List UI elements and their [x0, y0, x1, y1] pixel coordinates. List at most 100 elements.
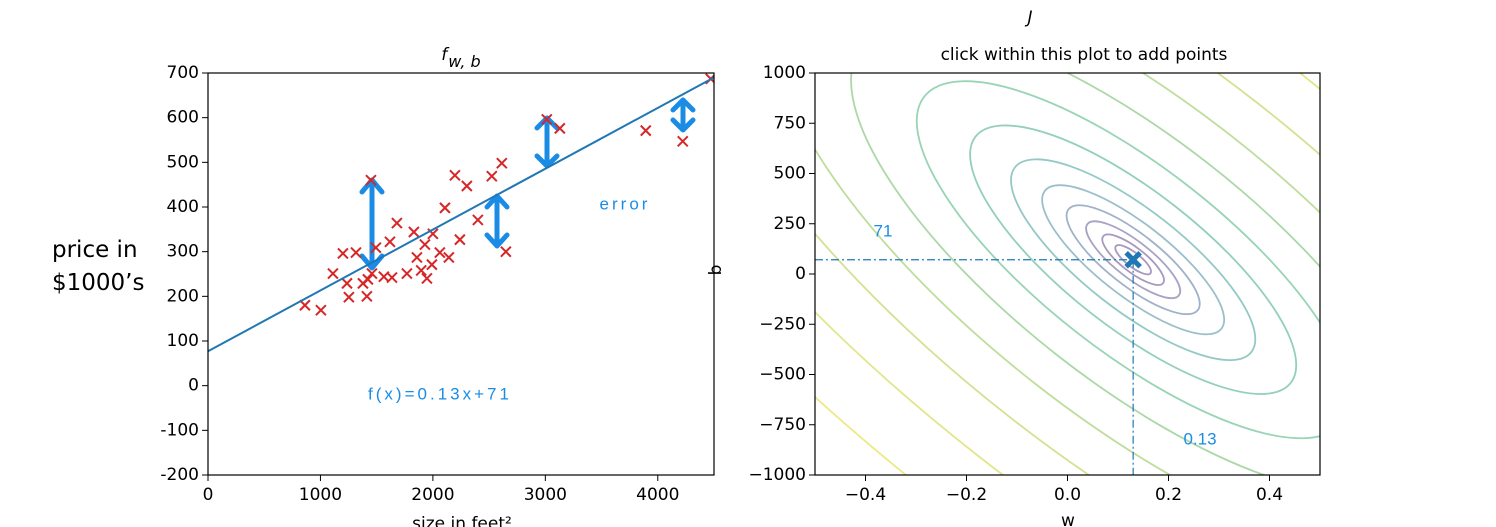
plot-area: [208, 73, 714, 353]
x-tick-label: 1000: [299, 485, 342, 505]
x-tick-label: 0.4: [1256, 485, 1283, 505]
handwritten-annotation: error: [600, 194, 651, 213]
error-arrow: [359, 177, 385, 271]
x-tick-label: 4000: [636, 485, 679, 505]
chart-subtitle: click within this plot to add points: [941, 45, 1228, 65]
data-point: [362, 273, 374, 286]
data-point: [677, 135, 689, 148]
plot-area: [815, 73, 1320, 475]
y-tick-label: 200: [167, 286, 199, 306]
data-point: [365, 174, 377, 186]
handwritten-annotation: 71: [874, 221, 893, 240]
x-tick-label: 0.0: [1054, 485, 1081, 505]
data-point: [299, 299, 311, 311]
handwritten-annotation: f(x)=0.13x+71: [368, 384, 512, 403]
x-tick-label: −0.4: [845, 485, 886, 505]
data-point: [500, 245, 512, 258]
contour-line: [915, 80, 1320, 440]
data-point: [454, 233, 466, 246]
contour-line: [815, 73, 1320, 475]
data-point: [408, 226, 420, 238]
data-point: [439, 202, 451, 214]
x-axis-label: size in feet²: [412, 514, 512, 527]
y-tick-label: 1000: [763, 63, 806, 83]
x-tick-label: 0.2: [1155, 485, 1182, 505]
y-axis-label: b: [706, 265, 726, 276]
data-point: [496, 157, 508, 169]
y-tick-label: 100: [167, 331, 199, 351]
data-point: [434, 246, 446, 259]
fit-line: [208, 76, 714, 353]
y-tick-label: −250: [759, 314, 806, 334]
data-point: [415, 264, 427, 277]
y-tick-label: 750: [774, 113, 806, 133]
contour-line: [1010, 158, 1257, 362]
y-axis-label: price in $1000’s: [52, 237, 145, 296]
data-point: [421, 272, 433, 285]
y-tick-label: 500: [167, 152, 199, 172]
x-axis-label: w: [1061, 511, 1075, 527]
data-point: [419, 238, 431, 251]
data-point: [486, 170, 498, 182]
data-point: [366, 267, 378, 280]
data-point: [443, 251, 455, 264]
error-arrows: [359, 97, 696, 271]
x-tick-label: 2000: [411, 485, 454, 505]
x-tick-label: −0.2: [946, 485, 987, 505]
y-tick-label: 300: [167, 242, 199, 262]
contour-line: [1085, 220, 1182, 300]
error-arrow: [670, 97, 696, 133]
data-point: [449, 169, 461, 181]
y-tick-label: -100: [160, 420, 199, 440]
data-point: [386, 271, 398, 284]
handwritten-annotation: 0.13: [1183, 429, 1216, 448]
data-point: [401, 267, 413, 280]
y-tick-label: 700: [167, 63, 199, 83]
data-point: [361, 290, 373, 303]
title-main: f: [441, 45, 450, 65]
y-tick-label: 0: [188, 376, 199, 396]
chart-title: fw, b: [441, 45, 480, 71]
data-point: [640, 124, 652, 137]
data-point: [461, 180, 473, 192]
y-tick-label: 600: [167, 108, 199, 128]
contour-line: [815, 73, 1320, 475]
x-tick-label: 0: [203, 485, 214, 505]
data-point: [411, 251, 423, 264]
y-tick-label: -200: [160, 465, 199, 485]
data-point: [341, 277, 353, 290]
contour-line: [969, 124, 1298, 395]
contour-line: [815, 73, 1320, 475]
data-point: [337, 247, 349, 260]
y-tick-label: 250: [774, 214, 806, 234]
y-tick-label: −750: [759, 415, 806, 435]
title-subscript: w, b: [448, 52, 480, 71]
cost-point: [1124, 250, 1142, 269]
data-point: [472, 214, 484, 226]
plot-frame: [814, 72, 1321, 476]
data-point: [327, 267, 339, 280]
contour-line: [1065, 204, 1201, 316]
chart-title: J: [1024, 8, 1032, 28]
y-tick-label: −1000: [748, 465, 806, 485]
y-tick-label: −500: [759, 365, 806, 385]
contour-line: [1101, 233, 1165, 286]
error-arrow: [484, 193, 510, 249]
data-point: [343, 291, 355, 303]
data-point: [384, 236, 396, 248]
data-point: [370, 241, 382, 254]
data-point: [541, 113, 553, 126]
y-tick-label: 0: [795, 264, 806, 284]
data-point: [391, 217, 403, 229]
y-tick-label: 400: [167, 197, 199, 217]
data-point: [315, 304, 327, 316]
plot-frame: [207, 72, 715, 476]
y-tick-label: 500: [774, 164, 806, 184]
x-tick-label: 3000: [524, 485, 567, 505]
contour-line: [1041, 184, 1226, 336]
data-point: [554, 122, 566, 135]
data-point: [426, 258, 438, 271]
data-point: [350, 246, 362, 259]
contour-line: [815, 73, 1320, 475]
